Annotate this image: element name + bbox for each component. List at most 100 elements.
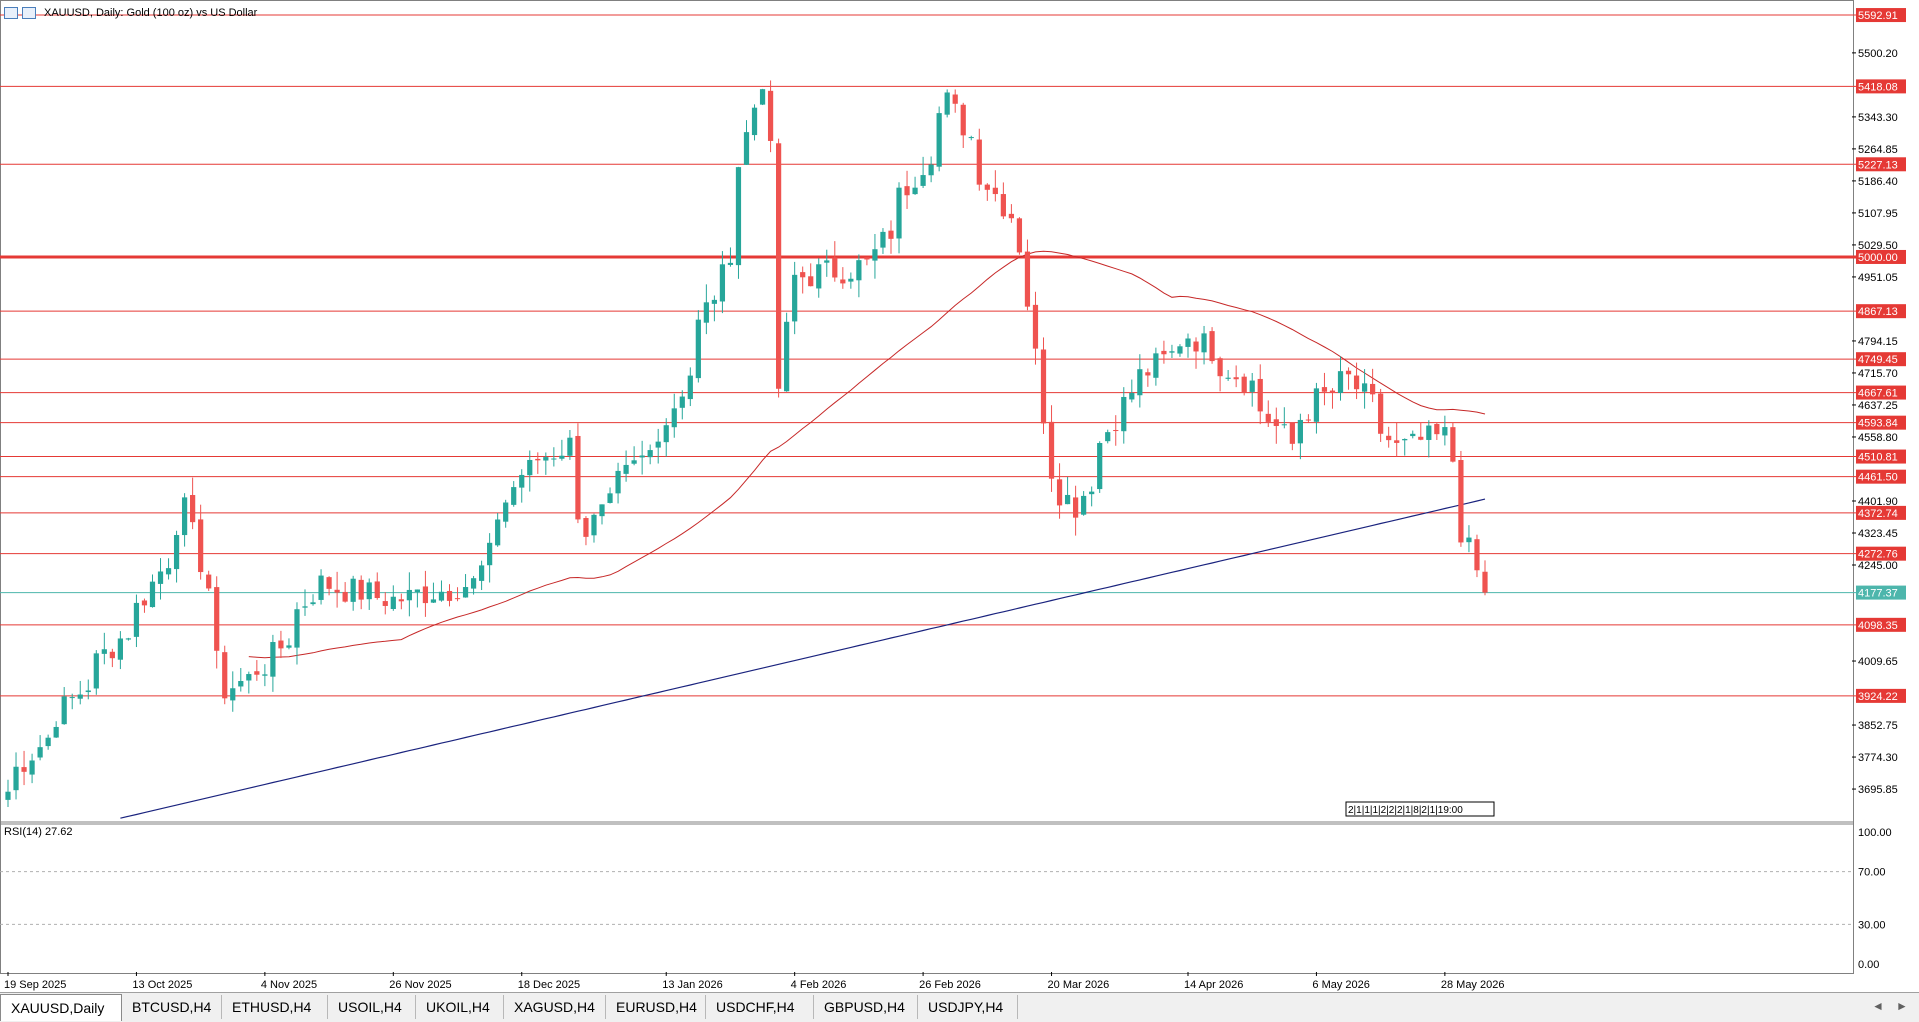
candle-body — [1474, 539, 1480, 571]
candle-body — [1281, 424, 1287, 426]
level-price-label: 4867.13 — [1858, 306, 1898, 318]
candle-body — [1265, 413, 1271, 422]
rsi-tick-label: 100.00 — [1858, 827, 1892, 839]
candle-body — [165, 568, 172, 575]
candle-body — [952, 94, 958, 104]
candle-body — [326, 577, 332, 589]
candle-body — [655, 441, 661, 448]
tab-usoil-h4[interactable]: USOIL,H4 — [328, 995, 416, 1019]
candle-body — [936, 113, 942, 167]
candle-body — [238, 681, 244, 687]
time-tick-label: 4 Feb 2026 — [791, 979, 847, 991]
candle-body — [222, 652, 228, 699]
level-price-box — [1856, 688, 1906, 703]
candle-body — [390, 596, 396, 610]
candle-body — [1137, 369, 1143, 396]
candle-body — [1024, 251, 1031, 307]
level-price-label: 5592.91 — [1858, 10, 1898, 22]
candle-body — [29, 760, 35, 775]
chart-properties-icon[interactable] — [22, 7, 36, 19]
tab-xagusd-h4[interactable]: XAGUSD,H4 — [504, 995, 606, 1019]
candle-body — [607, 493, 613, 503]
candle-body — [992, 187, 998, 195]
tab-usdchf-h4[interactable]: USDCHF,H4 — [706, 995, 814, 1019]
candle-body — [896, 187, 902, 239]
candle-body — [45, 737, 51, 747]
candle-body — [800, 272, 806, 278]
time-tick-label: 13 Jan 2026 — [662, 979, 723, 991]
candle-body — [703, 302, 709, 323]
candle-body — [1257, 378, 1263, 412]
level-price-label: 4272.76 — [1858, 549, 1898, 561]
price-chart-svg[interactable]: 5500.20 5343.30 5264.85 5186.40 5107.95 5029.… — [0, 0, 1919, 992]
candle-body — [37, 747, 43, 758]
price-tick-label: 4951.05 — [1858, 272, 1898, 284]
tab-ethusd-h4[interactable]: ETHUSD,H4 — [222, 995, 328, 1019]
time-tick-label: 20 Mar 2026 — [1048, 979, 1110, 991]
candle-body — [583, 518, 589, 537]
level-price-box — [1856, 304, 1906, 319]
candle-body — [1249, 380, 1255, 392]
candle-body — [438, 591, 445, 601]
candle-body — [1321, 387, 1328, 392]
candle-body — [527, 459, 533, 476]
tab-btcusd-h4[interactable]: BTCUSD,H4 — [122, 995, 222, 1019]
candle-body — [623, 464, 629, 474]
candle-body — [61, 696, 67, 725]
candle-body — [1169, 351, 1175, 353]
candle-body — [599, 504, 605, 517]
candle-body — [727, 262, 734, 265]
candle-body — [1089, 491, 1095, 495]
candle-body — [157, 571, 164, 584]
candle-body — [53, 726, 59, 738]
candle-body — [1048, 421, 1055, 479]
tab-ukoil-h4[interactable]: UKOIL,H4 — [416, 995, 504, 1019]
chart-title-bar: XAUUSD, Daily: Gold (100 oz) vs US Dolla… — [4, 5, 257, 21]
rsi-tick-label: 0.00 — [1858, 959, 1879, 971]
level-price-box — [1856, 469, 1906, 484]
chart-area[interactable]: 5500.20 5343.30 5264.85 5186.40 5107.95 5029.… — [0, 0, 1919, 1000]
candle-body — [872, 249, 878, 261]
candle-body — [214, 587, 220, 651]
candle-body — [888, 230, 894, 239]
tab-usdjpy-h4[interactable]: USDJPY,H4 — [918, 995, 1018, 1019]
tab-eurusd-h4[interactable]: EURUSD,H4 — [606, 995, 706, 1019]
candle-body — [1145, 372, 1151, 376]
time-tick-label: 4 Nov 2025 — [261, 979, 317, 991]
tab-xauusd-daily[interactable]: XAUUSD,Daily — [0, 994, 122, 1021]
tab-scroll-right-icon[interactable]: ► — [1896, 999, 1908, 1013]
candle-body — [246, 674, 252, 681]
price-tick-label: 4401.90 — [1858, 496, 1898, 508]
chart-type-icon[interactable] — [4, 7, 18, 19]
candle-body — [1161, 350, 1167, 355]
candle-body — [816, 264, 822, 289]
price-tick-label: 4715.70 — [1858, 368, 1898, 380]
candle-body — [968, 137, 974, 139]
candle-body — [1329, 390, 1336, 393]
candle-body — [1121, 396, 1127, 432]
crosshair-time-label: 2|1|1|1|2|2|2|1|8|2|1|19:00 — [1348, 805, 1463, 816]
candle-body — [1458, 460, 1464, 543]
level-price-box — [1856, 8, 1906, 23]
tab-scroll-left-icon[interactable]: ◄ — [1872, 999, 1884, 1013]
candle-body — [1201, 333, 1207, 353]
level-price-box — [1856, 546, 1906, 561]
candle-body — [647, 450, 653, 458]
candle-body — [1097, 443, 1103, 490]
candle-body — [767, 90, 774, 141]
tab-gbpusd-h4[interactable]: GBPUSD,H4 — [814, 995, 918, 1019]
price-tick-label: 5264.85 — [1858, 144, 1898, 156]
candle-body — [406, 589, 412, 601]
candle-body — [1073, 497, 1079, 518]
candle-body — [591, 514, 597, 536]
candle-body — [470, 578, 477, 589]
candle-body — [751, 107, 758, 136]
candle-body — [904, 186, 910, 196]
candle-body — [206, 574, 212, 589]
current-price-box — [1856, 585, 1906, 600]
candle-body — [615, 470, 621, 494]
candle-body — [1177, 346, 1183, 354]
candle-body — [1064, 494, 1071, 505]
candle-body — [1289, 422, 1295, 444]
time-tick-label: 18 Dec 2025 — [518, 979, 580, 991]
